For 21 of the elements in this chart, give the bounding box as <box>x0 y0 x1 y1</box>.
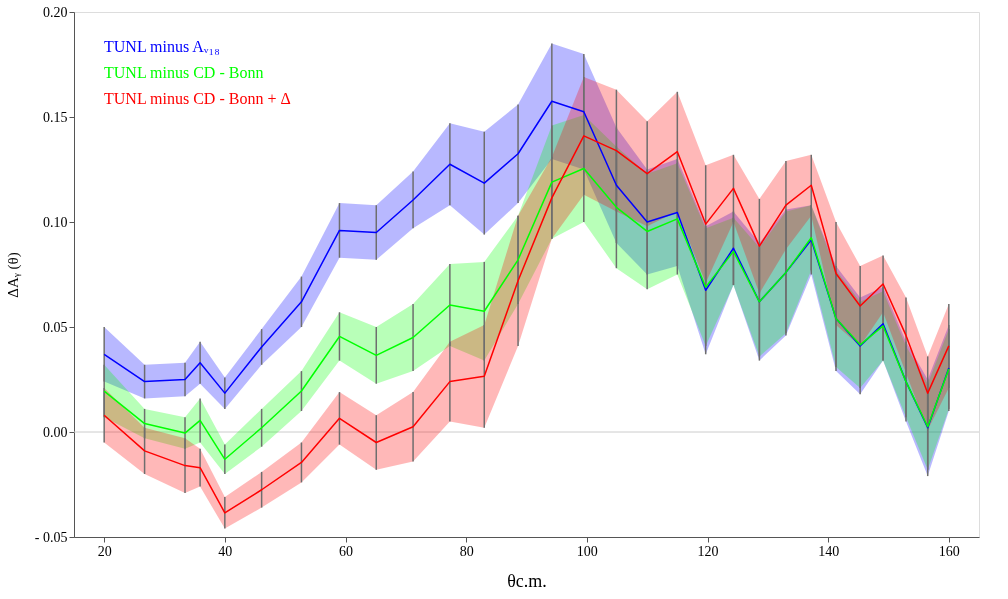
y-tick-label: 0.10 <box>43 214 68 230</box>
x-tick-label: 120 <box>697 543 719 559</box>
x-tick-label: 100 <box>576 543 598 559</box>
x-tick-label: 160 <box>938 543 960 559</box>
x-tick-label: 40 <box>218 543 233 559</box>
y-tick-label: 0.00 <box>43 424 68 440</box>
line-series <box>103 135 950 514</box>
x-tick-label: 80 <box>459 543 474 559</box>
x-tick-label: 60 <box>339 543 353 559</box>
text: TUNL minus CD - Bonn + Δ <box>104 90 291 107</box>
line-series <box>103 167 950 461</box>
x-tick-label: 20 <box>97 543 112 559</box>
y-tick-label: 0.15 <box>43 109 68 125</box>
y-tick-label: 0.20 <box>43 4 68 20</box>
text: TUNL minus CD - Bonn <box>104 64 264 81</box>
x-tick-label: 140 <box>818 543 840 559</box>
x-axis-title: θc.m. <box>507 570 547 591</box>
text: TUNL minus Aᵥ₁₈ <box>104 38 220 55</box>
y-tick-label: 0.05 <box>43 319 68 335</box>
y-axis-title: ΔAᵧ (θ) <box>4 252 22 298</box>
y-tick-label: - 0.05 <box>34 529 68 545</box>
